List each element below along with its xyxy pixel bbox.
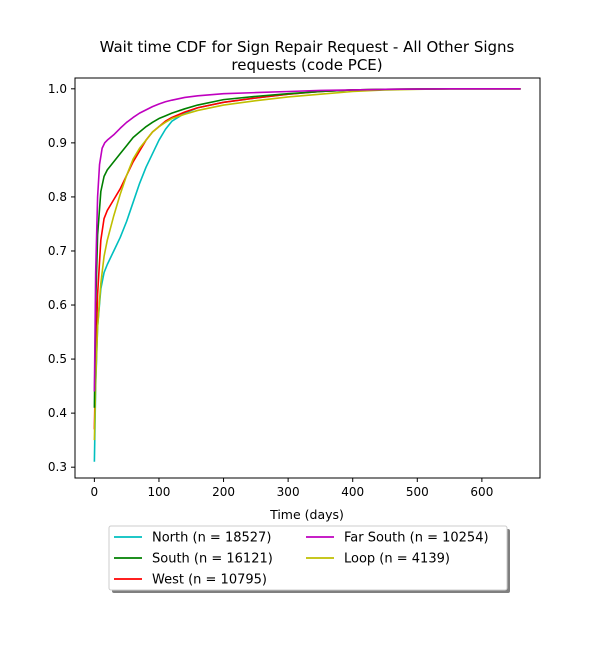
x-tick-label: 0	[91, 485, 99, 499]
y-tick-label: 0.6	[48, 298, 67, 312]
legend-label-2: Loop (n = 4139)	[344, 552, 450, 567]
series-line-4	[93, 88, 521, 392]
y-tick-label: 0.4	[48, 406, 67, 420]
x-tick-label: 300	[277, 485, 300, 499]
x-axis-label: Time (days)	[269, 507, 344, 522]
axes-frame	[74, 77, 541, 479]
y-axis-ticks: 0.3 0.4 0.5 0.6 0.7 0.8 0.9 1.0	[48, 82, 75, 474]
x-tick-label: 600	[470, 485, 493, 499]
y-tick-label: 0.3	[48, 460, 67, 474]
x-tick-label: 500	[406, 485, 429, 499]
x-tick-label: 400	[341, 485, 364, 499]
x-tick-label: 100	[148, 485, 171, 499]
legend: North (n = 18527) South (n = 16121) West (…	[108, 525, 510, 593]
legend-label-4: Far South (n = 10254)	[344, 531, 489, 546]
chart-title-line: requests (code PCE)	[231, 56, 382, 74]
chart-title: Wait time CDF for Sign Repair Request - …	[100, 38, 515, 74]
series-line-0	[93, 88, 521, 462]
y-tick-label: 0.5	[48, 352, 67, 366]
series-line-2	[93, 88, 521, 441]
plot-series	[93, 88, 521, 462]
chart-title-line: Wait time CDF for Sign Repair Request - …	[100, 38, 515, 56]
y-tick-label: 0.7	[48, 244, 67, 258]
x-axis-ticks: 0 100 200 300 400 500 600	[91, 478, 493, 499]
legend-label-3: South (n = 16121)	[152, 552, 273, 567]
y-tick-label: 0.8	[48, 190, 67, 204]
series-line-3	[93, 88, 521, 408]
legend-label-0: North (n = 18527)	[152, 531, 271, 546]
x-tick-label: 200	[212, 485, 235, 499]
y-tick-label: 1.0	[48, 82, 67, 96]
y-tick-label: 0.9	[48, 136, 67, 150]
legend-label-1: West (n = 10795)	[152, 573, 267, 588]
